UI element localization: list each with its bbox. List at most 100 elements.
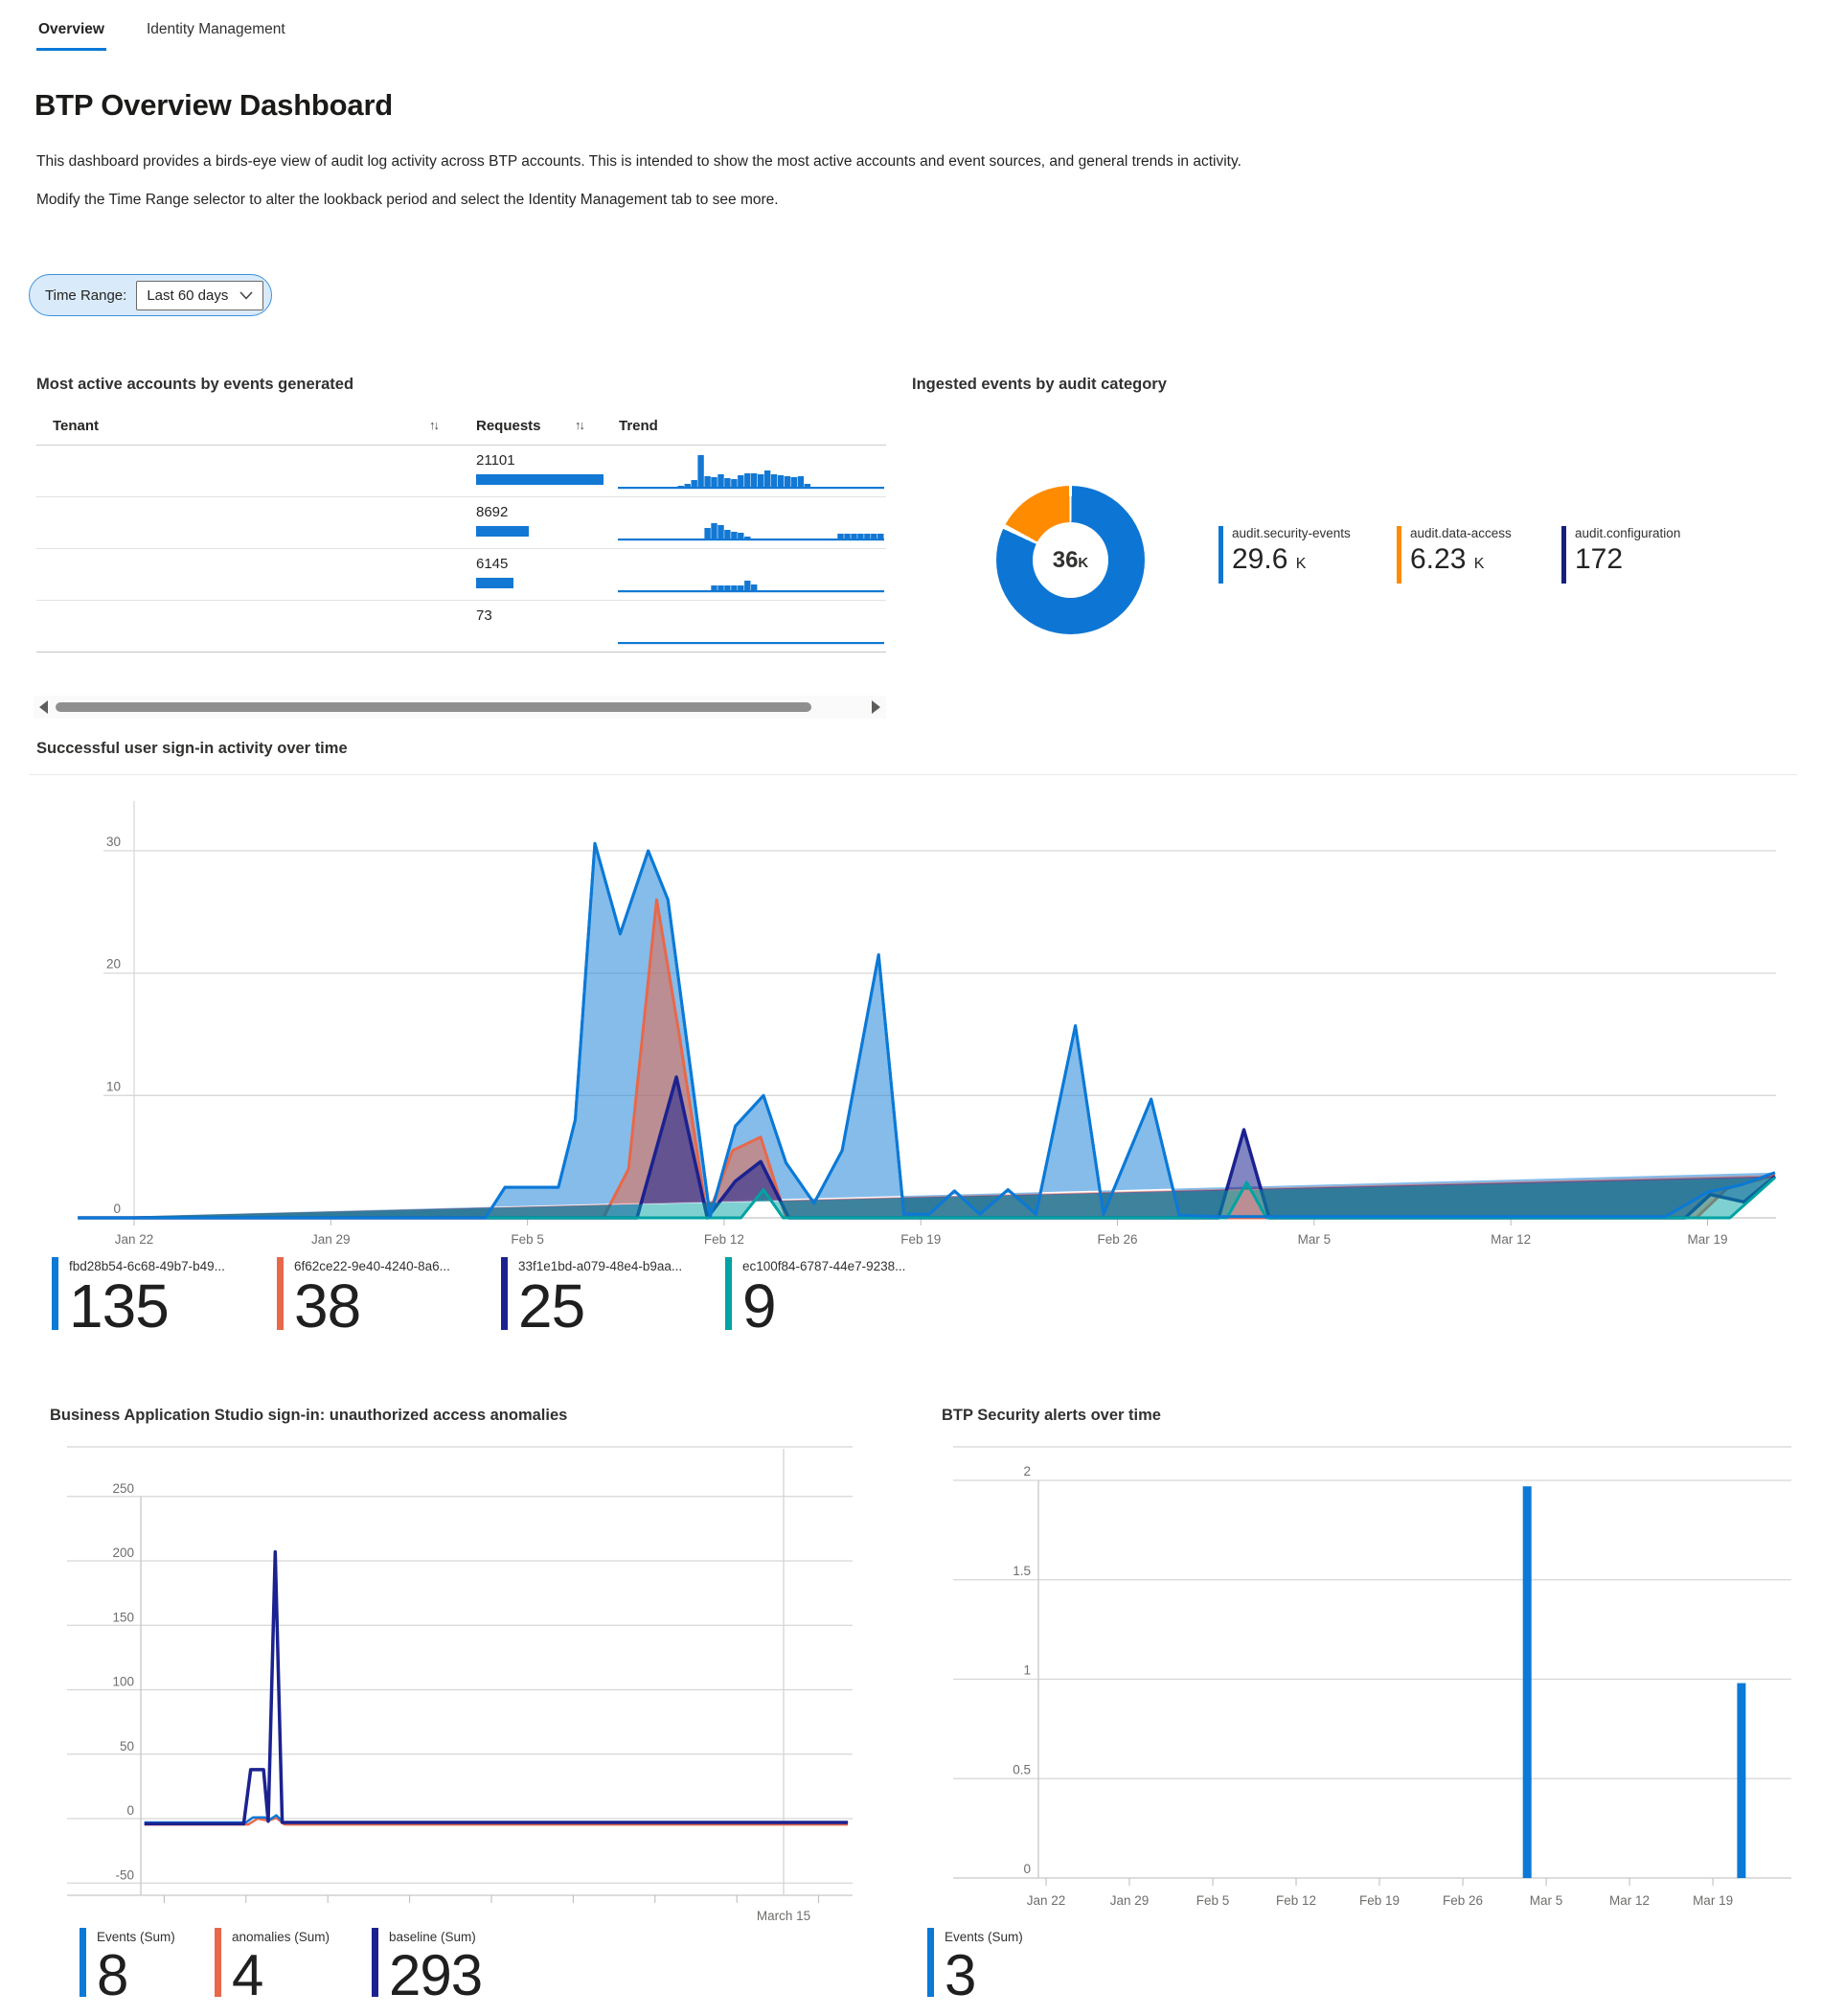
dashboard-instructions: Modify the Time Range selector to alter … [36,192,779,208]
donut-legend-configuration: audit.configuration 172 [1561,526,1680,584]
y-axis-tick-label: 0.5 [1013,1762,1031,1776]
x-axis-tick-label: Feb 19 [900,1232,941,1247]
legend-label: audit.configuration [1575,526,1681,540]
alerts-chart-title: BTP Security alerts over time [942,1407,1161,1424]
signin-legend-item: ec100f84-6787-44e7-9238... 9 [725,1257,905,1340]
column-header-tenant[interactable]: Tenant [53,418,100,434]
legend-label: Events (Sum) [945,1930,1023,1944]
requests-bar [476,474,604,485]
time-range-selector: Time Range: Last 60 days [29,274,273,316]
legend-value: 38 [294,1271,361,1340]
legend-value: 29.6 K [1232,543,1307,575]
scroll-left-icon[interactable] [39,700,48,714]
x-axis-tick-label: Feb 5 [511,1232,544,1247]
anomalies-line-chart: 250 200 150 100 50 0 -50 March 15 [67,1446,853,1923]
y-axis-tick-label: 50 [120,1739,134,1753]
legend-value: 8 [97,1943,128,2007]
legend-color-bar [372,1928,378,1997]
requests-value: 73 [476,607,492,624]
legend-color-bar [80,1928,86,1997]
anomalies-legend-item: baseline (Sum) 293 [372,1928,483,2007]
x-axis-tick-label: Feb 26 [1098,1232,1138,1247]
legend-color-bar [1561,526,1566,584]
y-axis-tick-label: 20 [106,957,121,972]
donut-legend-security-events: audit.security-events 29.6 K [1218,526,1351,584]
anomalies-legend-item: Events (Sum) 8 [80,1928,175,2007]
requests-value: 21101 [476,452,515,469]
donut-hole: 36K [1033,522,1108,598]
tab-overview[interactable]: Overview [36,17,106,51]
scroll-right-icon[interactable] [872,700,880,714]
x-axis-tick-label: Mar 19 [1687,1232,1727,1247]
x-axis-tick-label: Feb 12 [1276,1893,1316,1908]
accounts-table-rows: 21101 8692 6145 73 [36,445,886,653]
time-range-label: Time Range: [45,286,127,304]
legend-color-bar [501,1257,508,1330]
table-horizontal-scrollbar [34,696,886,719]
y-axis-tick-label: 150 [112,1610,134,1624]
table-row[interactable]: 73 [36,601,886,653]
x-axis-tick-label: Feb 26 [1443,1893,1483,1908]
donut-legend-data-access: audit.data-access 6.23 K [1397,526,1512,584]
y-axis-tick-label: 10 [106,1079,121,1093]
legend-color-bar [927,1928,934,1997]
donut-chart-title: Ingested events by audit category [912,376,1167,393]
legend-value: 9 [742,1271,777,1340]
y-axis-tick-label: 2 [1023,1464,1031,1478]
page-title: BTP Overview Dashboard [34,88,394,122]
legend-color-bar [52,1257,58,1330]
legend-color-bar [277,1257,284,1330]
y-axis-tick-label: 0 [126,1803,134,1818]
table-row[interactable]: 8692 [36,497,886,549]
legend-label: 6f62ce22-9e40-4240-8a6... [294,1259,450,1273]
sort-icon[interactable]: ↑↓ [575,418,585,432]
trend-sparkline [618,642,884,645]
legend-label: Events (Sum) [97,1930,175,1944]
trend-sparkline [618,455,884,490]
sort-icon[interactable]: ↑↓ [429,418,440,432]
anomalies-legend-item: anomalies (Sum) 4 [215,1928,330,2005]
legend-value: 135 [69,1271,170,1340]
legend-label: fbd28b54-6c68-49b7-b49... [69,1259,225,1273]
signin-legend-item: 6f62ce22-9e40-4240-8a6... 38 [277,1257,450,1340]
x-axis-tick-label: Jan 22 [115,1232,154,1247]
donut-center-total: 36K [1052,546,1089,573]
legend-label: baseline (Sum) [389,1930,476,1944]
legend-color-bar [1397,526,1401,584]
x-axis-tick-label: March 15 [757,1909,810,1923]
legend-value: 172 [1575,543,1624,575]
x-axis-tick-label: Jan 29 [1110,1893,1150,1908]
accounts-table-header: Tenant ↑↓ Requests ↑↓ Trend [36,412,886,445]
x-axis-tick-label: Mar 5 [1298,1232,1332,1247]
x-axis-tick-label: Mar 5 [1530,1893,1563,1908]
tab-identity-label: Identity Management [146,21,285,37]
y-axis-tick-label: 30 [106,835,121,849]
trend-sparkline [618,581,884,593]
column-header-requests[interactable]: Requests [476,418,541,434]
legend-color-bar [1218,526,1223,584]
legend-value: 293 [389,1943,483,2007]
time-range-dropdown[interactable]: Last 60 days [136,280,264,310]
x-axis-tick-label: Jan 22 [1027,1893,1066,1908]
tab-identity-management[interactable]: Identity Management [145,17,287,51]
table-row[interactable]: 21101 [36,446,886,497]
x-axis-tick-label: Feb 12 [704,1232,744,1247]
y-axis-tick-label: 0 [113,1202,121,1216]
y-axis-tick-label: 200 [112,1546,134,1560]
x-axis-tick-label: Mar 12 [1491,1232,1531,1247]
requests-value: 8692 [476,504,509,520]
y-axis-tick-label: 100 [112,1675,134,1689]
legend-value: 25 [518,1271,585,1340]
column-header-trend[interactable]: Trend [619,418,658,434]
dashboard-description: This dashboard provides a birds-eye view… [36,153,1241,170]
scrollbar-track[interactable] [54,702,866,712]
alerts-bar-chart: 2 1.5 1 0.5 0 Jan 22 Jan 29 Feb 5 Feb 12 Feb 19 Fe… [953,1446,1791,1908]
time-range-value: Last 60 days [147,286,229,304]
chevron-down-icon [239,290,253,300]
tab-overview-label: Overview [38,21,104,37]
table-row[interactable]: 6145 [36,549,886,601]
scrollbar-thumb[interactable] [56,702,811,712]
signin-legend-item: fbd28b54-6c68-49b7-b49... 135 [52,1257,225,1340]
y-axis-tick-label: 250 [112,1481,134,1496]
legend-color-bar [725,1257,732,1330]
